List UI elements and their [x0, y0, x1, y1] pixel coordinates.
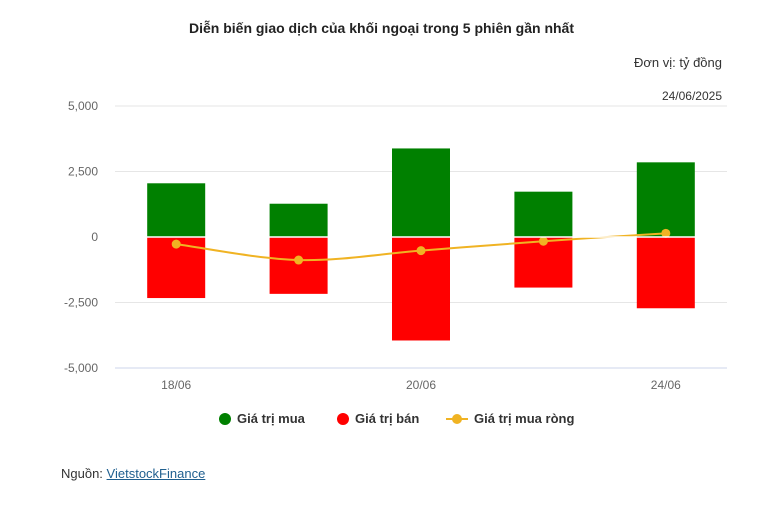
y-tick-label: 0 — [91, 230, 98, 244]
source-link[interactable]: VietstockFinance — [106, 466, 206, 481]
chart-title: Diễn biến giao dịch của khối ngoại trong… — [188, 20, 575, 36]
y-tick-label: -5,000 — [64, 361, 98, 375]
line-layer — [171, 228, 671, 265]
sell-bar[interactable] — [269, 237, 328, 294]
legend-layer: Giá trị mua Giá trị bán Giá trị mua ròng — [219, 411, 574, 426]
axis-layer: 5,000 2,500 0 -2,500 -5,000 18/06 20/06 24/06 — [64, 99, 727, 392]
date-label: 24/06/2025 — [661, 89, 722, 103]
y-tick-label: -2,500 — [64, 296, 98, 310]
unit-label: Đơn vị: tỷ đồng — [633, 55, 722, 70]
legend-label: Giá trị bán — [355, 411, 419, 426]
y-tick-label: 5,000 — [68, 99, 98, 113]
buy-bar[interactable] — [636, 162, 695, 237]
net-value-point[interactable] — [294, 255, 304, 265]
buy-bar[interactable] — [147, 183, 206, 237]
legend-label: Giá trị mua — [237, 411, 306, 426]
legend-marker — [337, 413, 349, 425]
source-prefix: Nguồn: — [61, 466, 107, 481]
legend-item[interactable]: Giá trị bán — [337, 411, 419, 426]
net-value-point[interactable] — [661, 228, 671, 238]
legend-marker — [452, 414, 462, 424]
buy-bar[interactable] — [514, 191, 573, 237]
x-tick-label: 18/06 — [161, 378, 191, 392]
legend-marker — [219, 413, 231, 425]
legend-item[interactable]: Giá trị mua ròng — [446, 411, 574, 426]
sell-bar[interactable] — [636, 237, 695, 309]
bar-layer — [147, 148, 695, 341]
buy-bar[interactable] — [392, 148, 450, 237]
legend-label: Giá trị mua ròng — [474, 411, 574, 426]
x-tick-label: 20/06 — [406, 378, 436, 392]
buy-bar[interactable] — [269, 203, 328, 237]
net-value-point[interactable] — [171, 239, 181, 249]
net-value-point[interactable] — [538, 236, 548, 246]
y-tick-label: 2,500 — [68, 165, 98, 179]
net-value-point[interactable] — [416, 246, 426, 256]
x-tick-label: 24/06 — [651, 378, 681, 392]
source-line: Nguồn: VietstockFinance — [61, 466, 205, 481]
legend-item[interactable]: Giá trị mua — [219, 411, 306, 426]
